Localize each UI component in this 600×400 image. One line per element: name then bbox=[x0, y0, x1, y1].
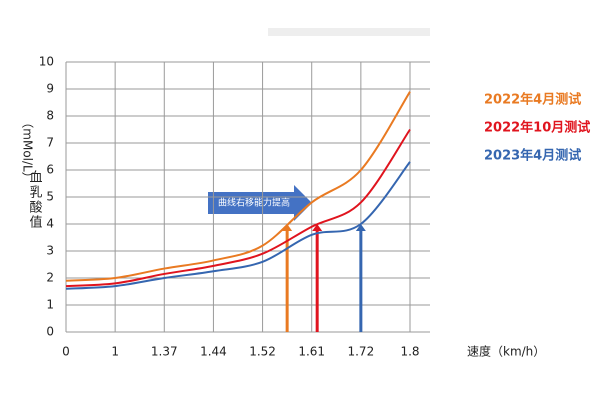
series-line bbox=[65, 91, 411, 282]
annotation-arrow bbox=[208, 185, 312, 221]
x-tick-label: 0 bbox=[62, 345, 70, 359]
annotation: 曲线右移能力提高 bbox=[208, 185, 312, 221]
y-axis-label: （mMol/L） bbox=[21, 116, 35, 183]
y-axis-label-2: 血乳酸值 bbox=[27, 170, 43, 230]
series-line bbox=[65, 128, 411, 288]
annotation-text: 曲线右移能力提高 bbox=[218, 197, 290, 209]
y-tick-label: 8 bbox=[46, 109, 54, 123]
x-tick-label: 1.61 bbox=[298, 345, 325, 359]
series-line bbox=[65, 161, 411, 290]
legend-label: 2022年10月测试 bbox=[484, 120, 590, 136]
x-tick-label: 1.72 bbox=[347, 345, 374, 359]
y-tick-label: 6 bbox=[46, 163, 54, 177]
threshold-arrow-head bbox=[282, 224, 293, 231]
x-tick-label: 1.52 bbox=[249, 345, 276, 359]
x-tick-label: 1.8 bbox=[400, 345, 419, 359]
x-axis-label: 速度（km/h） bbox=[467, 344, 545, 359]
y-tick-label: 10 bbox=[39, 55, 54, 69]
x-tick-label: 1.44 bbox=[200, 345, 227, 359]
y-tick-label: 9 bbox=[46, 82, 54, 96]
x-tick-label: 1 bbox=[111, 345, 119, 359]
y-tick-label: 2 bbox=[46, 271, 54, 285]
threshold-arrow-head bbox=[312, 224, 323, 231]
threshold-arrow-head bbox=[355, 224, 366, 231]
y-tick-label: 7 bbox=[46, 136, 54, 150]
y-tick-label: 5 bbox=[46, 190, 54, 204]
y-tick-label: 1 bbox=[46, 298, 54, 312]
y-tick-label: 0 bbox=[46, 325, 54, 339]
legend-label: 2022年4月测试 bbox=[484, 92, 581, 108]
legend-label: 2023年4月测试 bbox=[484, 148, 581, 164]
y-tick-label: 3 bbox=[46, 244, 54, 258]
y-tick-label: 4 bbox=[46, 217, 54, 231]
x-tick-label: 1.37 bbox=[151, 345, 178, 359]
blur-bar bbox=[268, 28, 430, 36]
